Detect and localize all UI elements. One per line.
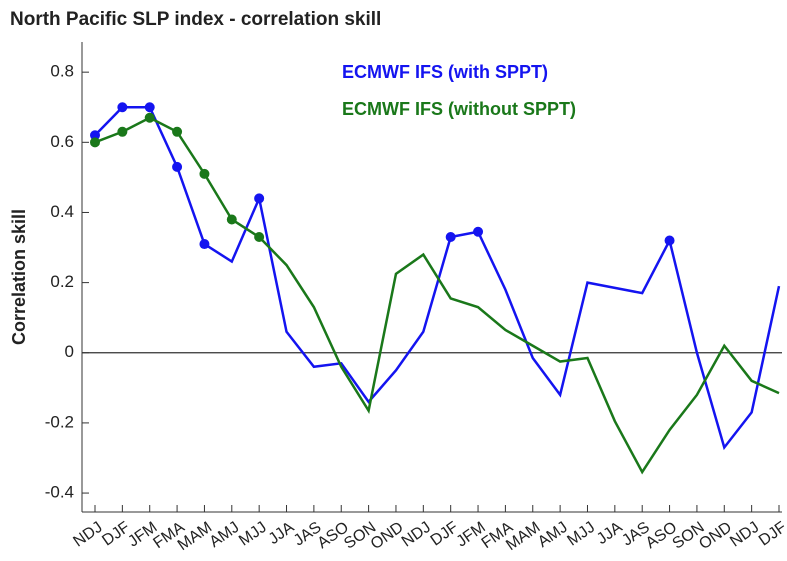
data-point (254, 232, 265, 243)
y-tick-label: -0.2 (45, 412, 74, 431)
data-point (473, 226, 484, 237)
series-line (94, 105, 781, 451)
y-axis-label: Correlation skill (9, 209, 29, 345)
data-point (90, 130, 100, 141)
y-tick-label: 0.6 (50, 132, 74, 151)
data-point (199, 239, 210, 250)
series-line (94, 116, 780, 475)
y-tick-label: 0.8 (50, 62, 74, 81)
data-point (144, 102, 155, 113)
y-tick-label: 0.2 (50, 272, 74, 291)
y-tick-label: 0.4 (50, 202, 74, 221)
legend-label: ECMWF IFS (with SPPT) (342, 62, 548, 82)
y-tick-label: -0.4 (45, 483, 74, 502)
y-tick-label: 0 (65, 342, 74, 361)
legend-label: ECMWF IFS (without SPPT) (342, 99, 576, 119)
data-point (117, 126, 128, 137)
data-point (172, 161, 183, 172)
data-point (254, 193, 265, 204)
data-point (199, 168, 210, 179)
data-point (172, 126, 183, 137)
chart-title: North Pacific SLP index - correlation sk… (10, 9, 381, 30)
data-point (144, 112, 155, 123)
data-point (664, 235, 675, 246)
data-point (445, 232, 456, 243)
data-point (226, 214, 237, 225)
data-point (90, 137, 100, 148)
data-point (117, 102, 128, 113)
x-tick-label: DJF (756, 519, 787, 550)
